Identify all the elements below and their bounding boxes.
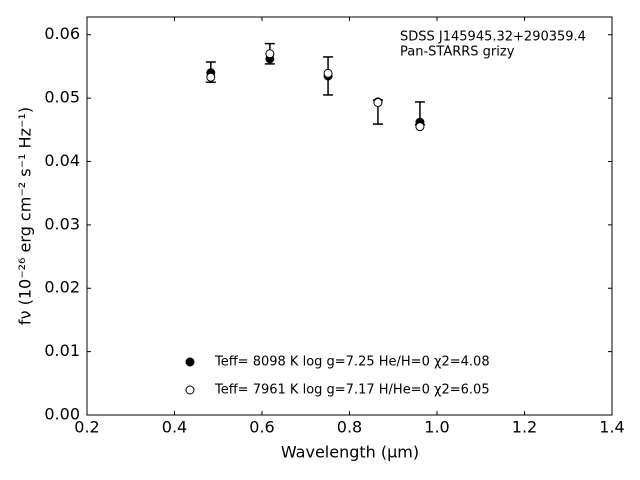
x-tick-label: 0.2 xyxy=(74,418,99,437)
point xyxy=(323,68,333,78)
point xyxy=(373,98,383,108)
y-axis-label: fν (10⁻²⁶ erg cm⁻² s⁻¹ Hz⁻¹) xyxy=(16,107,35,325)
x-tick-label: 0.4 xyxy=(162,418,187,437)
legend-marker xyxy=(185,385,195,395)
legend-marker xyxy=(185,357,195,367)
x-tick-label: 0.8 xyxy=(337,418,362,437)
y-tick-label: 0.00 xyxy=(44,405,80,424)
y-tick-label: 0.02 xyxy=(44,278,80,297)
point xyxy=(415,122,425,132)
legend-label: Teff= 8098 K log g=7.25 He/H=0 χ2=4.08 xyxy=(214,355,490,370)
legend-label: Teff= 7961 K log g=7.17 H/He=0 χ2=6.05 xyxy=(214,383,490,398)
annotation: SDSS J145945.32+290359.4 xyxy=(400,30,586,45)
y-tick-label: 0.01 xyxy=(44,341,80,360)
x-tick-label: 1.2 xyxy=(512,418,537,437)
x-tick-label: 0.6 xyxy=(249,418,274,437)
x-axis-label: Wavelength (μm) xyxy=(281,443,419,462)
x-tick-label: 1.0 xyxy=(424,418,449,437)
x-tick-label: 1.4 xyxy=(599,418,624,437)
y-tick-label: 0.05 xyxy=(44,88,80,107)
annotation: Pan-STARRS grizy xyxy=(400,45,515,60)
point xyxy=(265,49,275,59)
y-tick-label: 0.04 xyxy=(44,151,80,170)
point xyxy=(206,72,216,82)
y-tick-label: 0.03 xyxy=(44,214,80,233)
y-tick-label: 0.06 xyxy=(44,24,80,43)
